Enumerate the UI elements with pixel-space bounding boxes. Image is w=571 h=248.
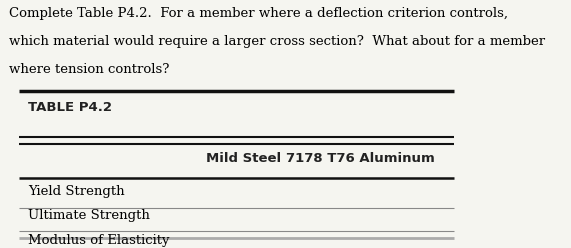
Text: which material would require a larger cross section?  What about for a member: which material would require a larger cr… bbox=[9, 35, 545, 48]
Text: Modulus of Elasticity: Modulus of Elasticity bbox=[28, 234, 170, 247]
Text: Yield Strength: Yield Strength bbox=[28, 185, 124, 198]
Text: TABLE P4.2: TABLE P4.2 bbox=[28, 101, 112, 114]
Text: Ultimate Strength: Ultimate Strength bbox=[28, 209, 150, 222]
Text: 7178 T76 Aluminum: 7178 T76 Aluminum bbox=[287, 152, 435, 165]
Text: Complete Table P4.2.  For a member where a deflection criterion controls,: Complete Table P4.2. For a member where … bbox=[9, 7, 508, 20]
Text: where tension controls?: where tension controls? bbox=[9, 62, 170, 76]
Text: Mild Steel: Mild Steel bbox=[206, 152, 281, 165]
